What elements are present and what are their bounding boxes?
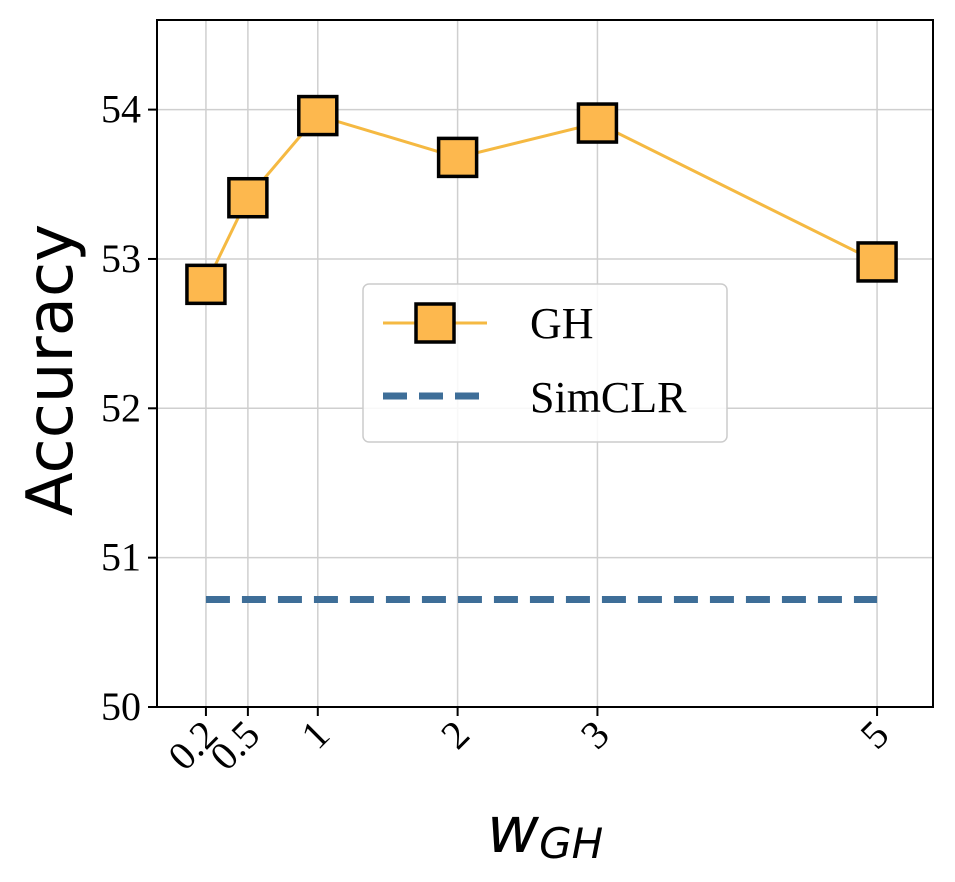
legend-gh-label: GH: [530, 299, 594, 348]
x-tick-label: 3: [572, 712, 618, 758]
gh-point-marker: [227, 176, 269, 219]
gh-point-marker: [436, 136, 479, 179]
x-tick-label: 0.5: [201, 712, 268, 779]
y-tick-label: 51: [101, 535, 141, 580]
legend: GH SimCLR: [362, 283, 728, 443]
x-axis-title: wGH: [487, 794, 603, 868]
x-axis-title-sub: GH: [539, 819, 603, 868]
x-axis-title-main: w: [487, 794, 540, 868]
y-tick-label: 54: [101, 87, 141, 132]
gh-point-marker: [297, 94, 339, 137]
series-layer: [185, 94, 898, 603]
x-tick-label: 1: [292, 712, 338, 758]
gh-point-marker: [185, 263, 227, 306]
plot-frame: [156, 19, 934, 708]
gh-point-marker: [856, 241, 898, 283]
y-axis-title: Accuracy: [14, 224, 88, 516]
y-tick-label: 52: [101, 385, 141, 430]
gh-point-marker: [576, 102, 619, 144]
x-tick-label: 5: [851, 712, 897, 758]
x-tick-label: 2: [432, 712, 478, 758]
y-tick-label: 50: [101, 684, 141, 729]
y-tick-label: 53: [101, 236, 141, 281]
legend-simclr-label: SimCLR: [530, 373, 687, 422]
legend-gh-marker: [414, 302, 456, 344]
